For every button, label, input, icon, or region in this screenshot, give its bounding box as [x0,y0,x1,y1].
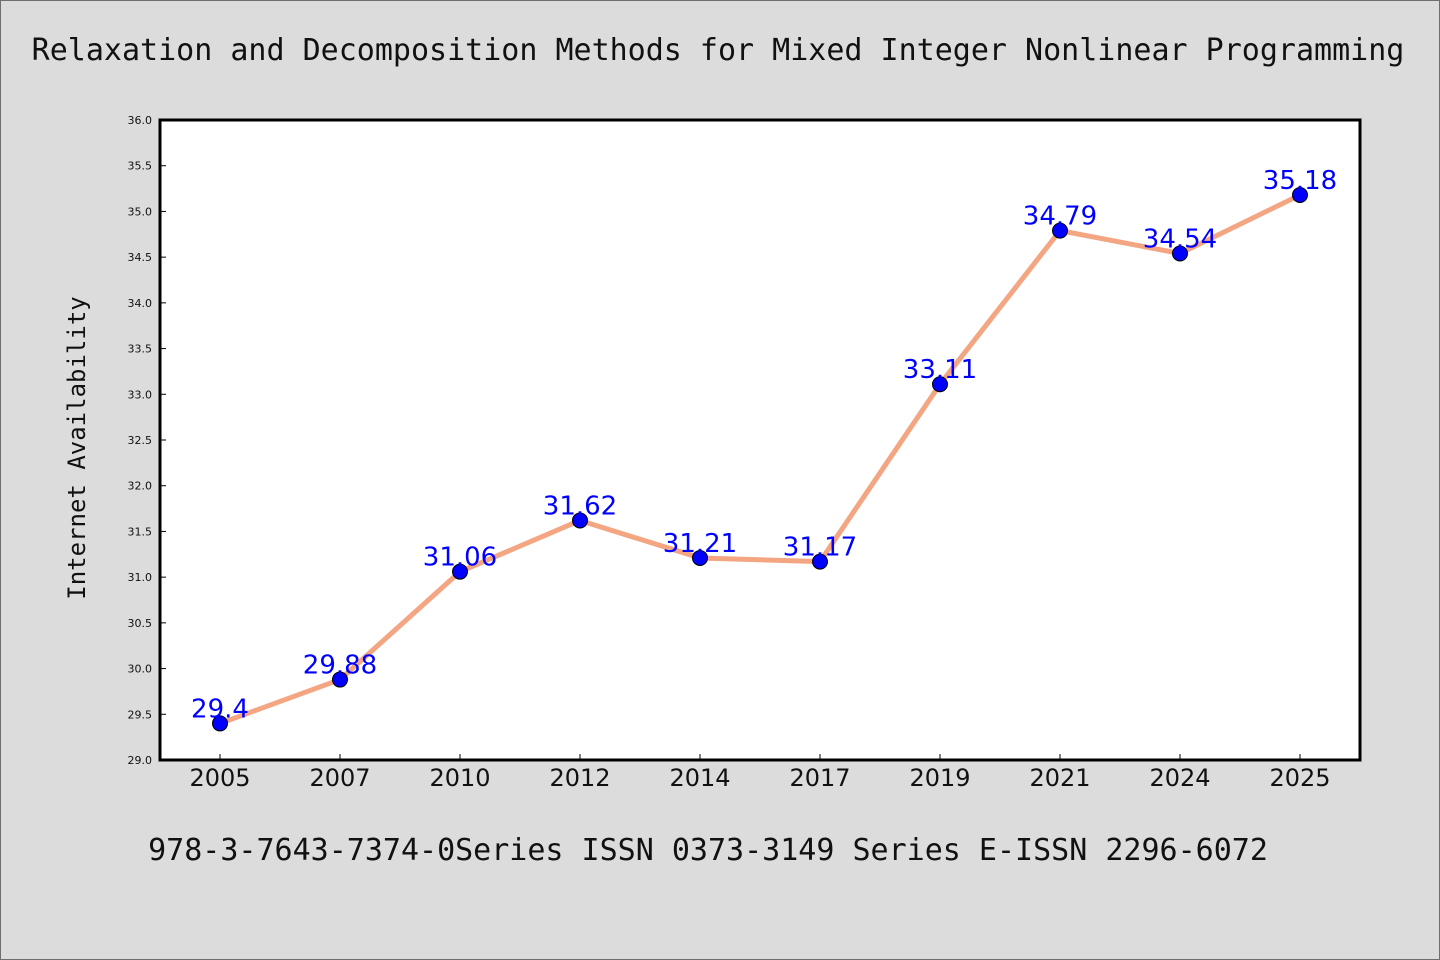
y-axis-label: Internet Availability [63,296,91,599]
x-tick-label: 2012 [549,764,610,792]
data-label: 33.11 [903,355,977,385]
x-tick-label: 2017 [789,764,850,792]
x-tick-label: 2007 [309,764,370,792]
data-label: 31.06 [423,543,497,573]
data-point [1052,222,1068,239]
y-tick-label: 31.5 [128,525,153,538]
data-point [692,549,708,566]
x-tick-label: 2010 [429,764,490,792]
y-tick-label: 31.0 [128,571,153,584]
data-markers [212,186,1308,732]
data-point [212,715,228,732]
data-label: 35.18 [1263,166,1337,196]
y-tick-label: 35.5 [128,160,153,173]
data-label: 31.17 [783,533,857,563]
chart-title: Relaxation and Decomposition Methods for… [31,33,1405,68]
y-tick-label: 32.5 [128,434,153,447]
data-label: 29.4 [191,694,249,724]
y-tick-label: 35.0 [128,205,153,218]
series-line [219,192,1302,726]
y-tick-label: 36.0 [128,114,153,127]
data-label: 29.88 [303,651,377,681]
y-tick-label: 32.0 [128,480,153,493]
x-tick-label: 2025 [1269,764,1330,792]
data-label: 31.21 [663,529,737,559]
data-point [812,553,828,570]
y-tick-label: 30.0 [128,663,153,676]
data-point [572,512,588,529]
data-label: 34.54 [1143,224,1217,254]
chart-caption: 978-3-7643-7374-0Series ISSN 0373-3149 S… [148,833,1268,868]
y-tick-label: 30.5 [128,617,153,630]
data-label: 34.79 [1023,202,1097,232]
data-point [1172,245,1188,262]
y-tick-label: 29.5 [128,708,153,721]
data-point [1292,186,1308,203]
x-tick-label: 2024 [1149,764,1210,792]
data-labels: 29.4 29.88 31.06 31.62 31.21 31.17 33.11 34.79 3… [191,166,1337,724]
y-tick-label: 33.5 [128,343,153,356]
data-label: 31.62 [543,491,617,521]
data-point [452,563,468,580]
y-axis: 29.0 29.5 30.0 30.5 31.0 31.5 32.0 32.5 33.0 33.5… [128,114,166,767]
plot-area [158,118,1362,762]
x-axis: 2005 2007 2010 2012 2014 2017 2019 2021 2024 2025 [189,754,1331,792]
y-tick-label: 29.0 [128,754,153,767]
x-tick-label: 2021 [1029,764,1090,792]
y-tick-label: 34.0 [128,297,153,310]
x-tick-label: 2005 [189,764,250,792]
data-point [332,671,348,688]
data-point [932,376,948,393]
y-tick-label: 34.5 [128,251,153,264]
x-tick-label: 2019 [909,764,970,792]
x-tick-label: 2014 [669,764,730,792]
y-tick-label: 33.0 [128,388,153,401]
